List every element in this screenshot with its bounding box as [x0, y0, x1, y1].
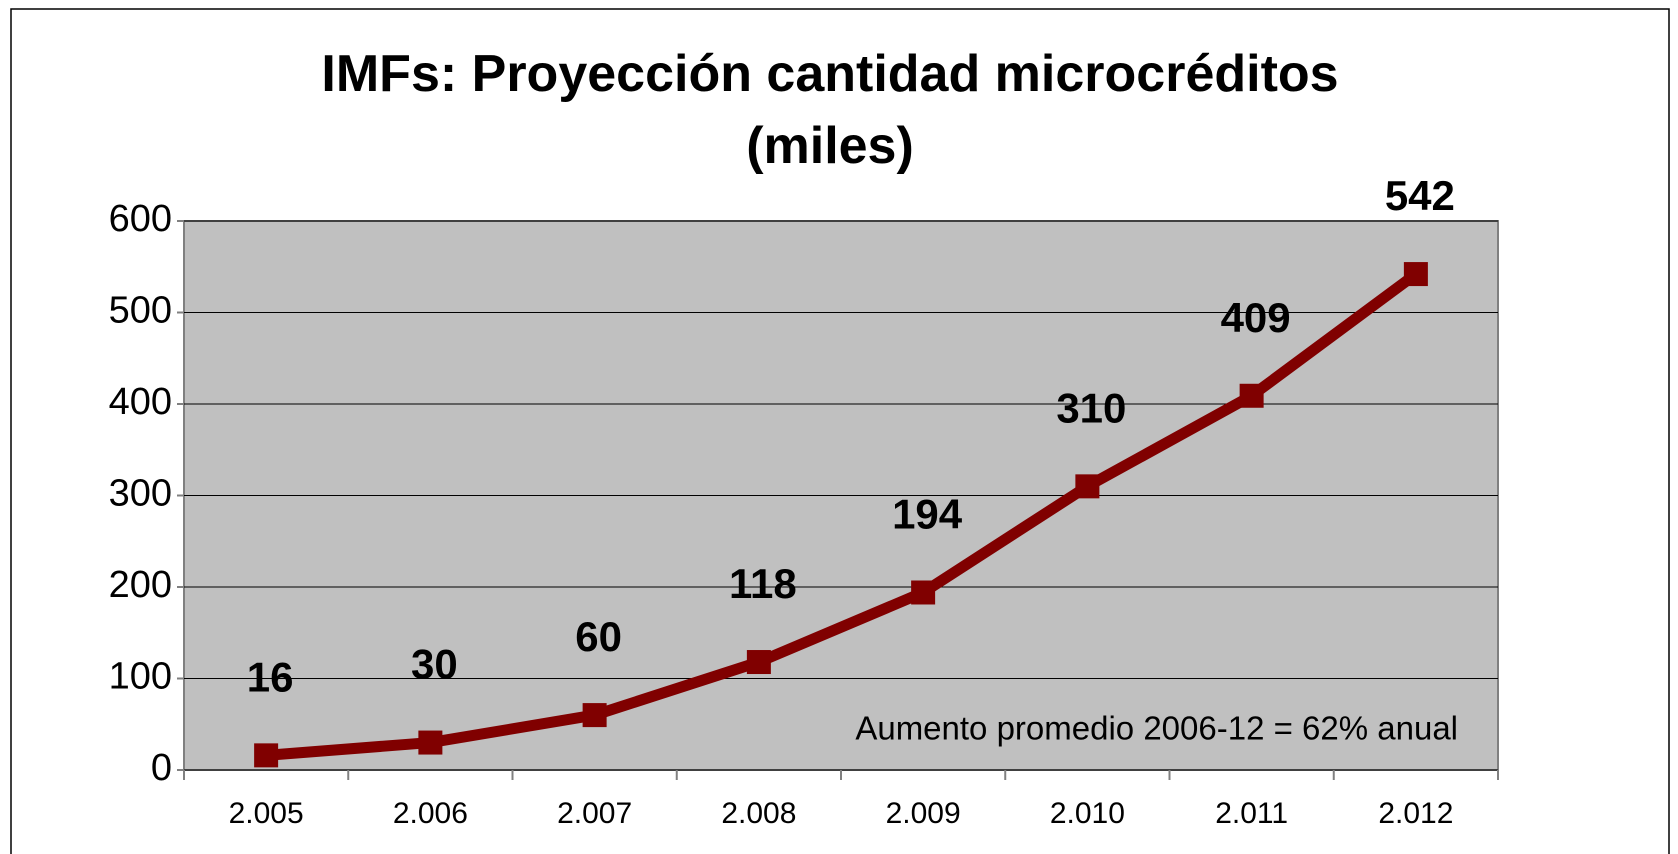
data-label: 542: [1385, 172, 1455, 219]
y-tick-label: 200: [109, 564, 172, 606]
x-tick-label: 2.011: [1215, 797, 1288, 830]
data-label: 118: [729, 560, 797, 607]
data-label: 16: [247, 653, 294, 700]
chart-title: IMFs: Proyección cantidad microcréditos …: [321, 45, 1339, 175]
data-label: 60: [575, 613, 622, 660]
y-tick-label: 500: [109, 290, 172, 332]
annotation: Aumento promedio 2006-12 = 62% anual: [855, 710, 1458, 747]
data-label: 310: [1056, 384, 1126, 431]
data-point: [418, 730, 443, 755]
y-tick-label: 0: [151, 747, 172, 789]
data-point: [582, 703, 607, 728]
data-label: 409: [1221, 294, 1291, 341]
data-line: [265, 269, 1420, 761]
data-point: [911, 580, 936, 605]
x-tick-label: 2.007: [557, 797, 632, 830]
x-tick-label: 2.006: [393, 797, 468, 830]
data-point: [1239, 383, 1264, 408]
x-tick-label: 2.005: [229, 797, 304, 830]
x-tick-label: 2.008: [721, 797, 796, 830]
y-tick-label: 300: [109, 473, 172, 515]
data-point: [254, 743, 279, 768]
y-tick-label: 100: [109, 656, 172, 698]
chart-frame: [10, 8, 1670, 854]
data-label: 194: [892, 491, 963, 538]
data-point: [1075, 474, 1100, 499]
y-tick-label: 600: [109, 198, 172, 240]
data-point: [746, 650, 771, 675]
y-tick-label: 400: [109, 381, 172, 423]
x-tick-label: 2.012: [1378, 797, 1453, 830]
grid: [177, 220, 1499, 780]
data-label: 30: [411, 641, 458, 688]
marks: [254, 262, 1428, 768]
data-point: [1403, 262, 1428, 287]
x-tick-label: 2.009: [886, 797, 961, 830]
x-tick-label: 2.010: [1050, 797, 1125, 830]
